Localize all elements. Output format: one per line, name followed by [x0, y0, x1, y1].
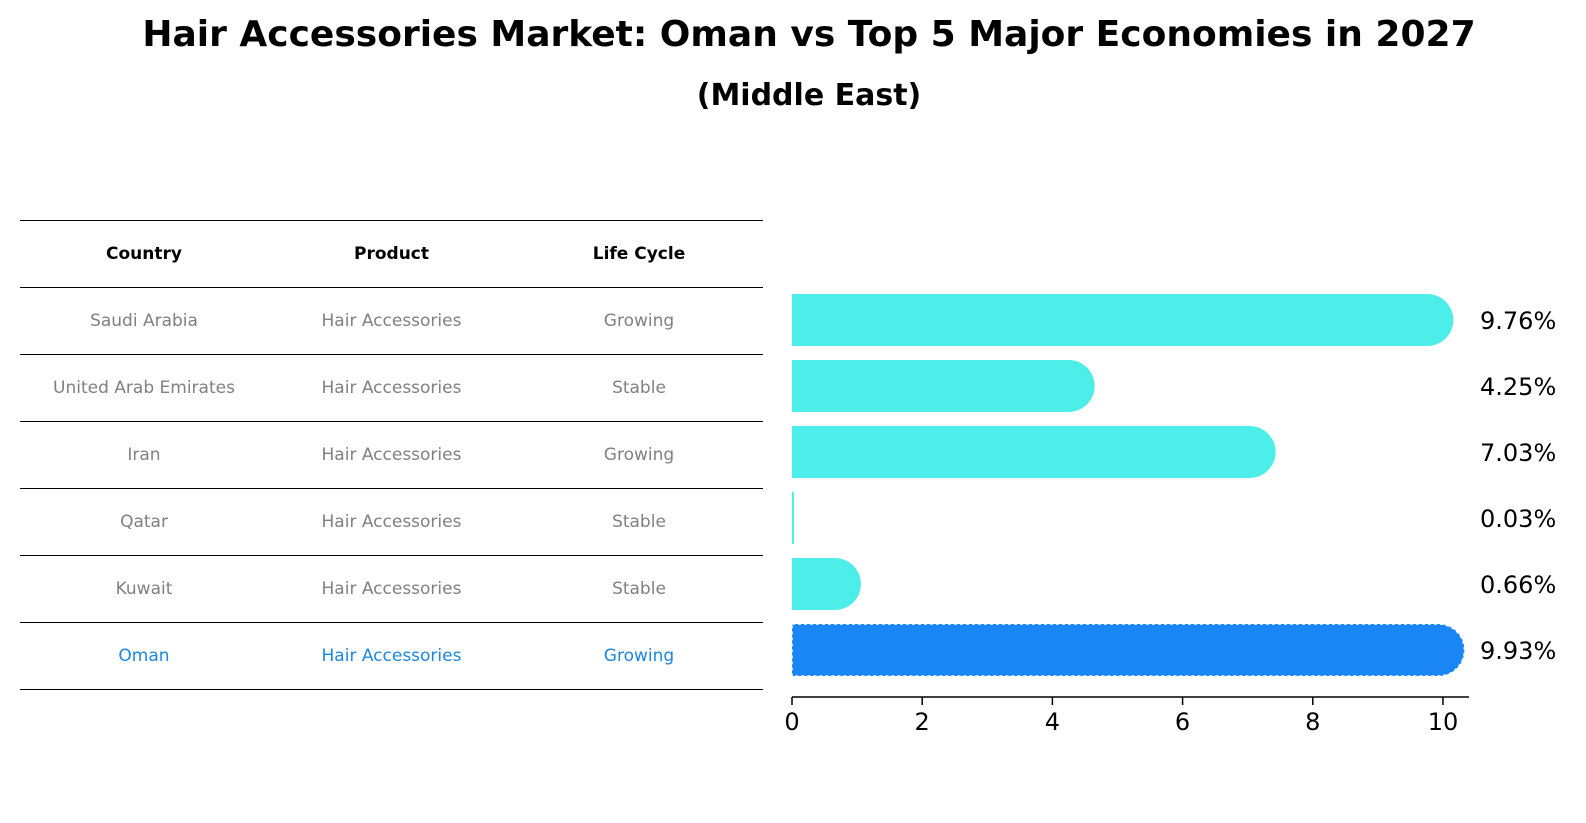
table-row: Saudi Arabia Hair Accessories Growing	[20, 287, 763, 354]
value-label: 7.03%	[1480, 439, 1556, 467]
life-cycle-cell: Stable	[612, 579, 666, 599]
bar-kuwait	[792, 558, 861, 610]
value-label: 0.66%	[1480, 571, 1556, 599]
product-cell: Hair Accessories	[321, 311, 462, 331]
life-cycle-cell: Growing	[603, 311, 675, 331]
value-label: 0.03%	[1480, 505, 1556, 533]
header-country: Country	[106, 244, 182, 264]
life-cycle-cell: Growing	[603, 445, 675, 465]
table-row: Iran Hair Accessories Growing	[20, 421, 763, 488]
value-label: 9.93%	[1480, 637, 1556, 665]
bar-saudi-arabia	[792, 294, 1454, 346]
header-life-cycle: Life Cycle	[592, 244, 686, 264]
chart-title: Hair Accessories Market: Oman vs Top 5 M…	[142, 14, 1476, 55]
data-table: Country Product Life Cycle Saudi Arabia …	[20, 220, 763, 690]
table-row: Kuwait Hair Accessories Stable	[20, 555, 763, 622]
country-cell: Kuwait	[115, 579, 173, 599]
bar-iran	[792, 426, 1276, 478]
table-row-highlighted: Oman Hair Accessories Growing	[20, 622, 763, 690]
life-cycle-cell: Stable	[612, 512, 666, 532]
country-cell: United Arab Emirates	[53, 378, 235, 398]
x-tick-label: 6	[1175, 708, 1190, 736]
table-row: United Arab Emirates Hair Accessories St…	[20, 354, 763, 421]
product-cell: Hair Accessories	[321, 445, 462, 465]
x-tick-label: 10	[1428, 708, 1459, 736]
bar-oman	[791, 623, 1466, 677]
product-cell: Hair Accessories	[321, 378, 462, 398]
x-tick-label: 4	[1045, 708, 1060, 736]
country-cell: Saudi Arabia	[90, 311, 198, 331]
life-cycle-cell: Growing	[603, 646, 675, 666]
x-tick-label: 2	[915, 708, 930, 736]
table-row: Qatar Hair Accessories Stable	[20, 488, 763, 555]
life-cycle-cell: Stable	[612, 378, 666, 398]
x-tick-label: 8	[1305, 708, 1320, 736]
product-cell: Hair Accessories	[321, 579, 462, 599]
value-label: 4.25%	[1480, 373, 1556, 401]
country-cell: Qatar	[120, 512, 168, 532]
country-cell: Iran	[127, 445, 161, 465]
country-cell: Oman	[118, 646, 170, 666]
bar-qatar	[792, 492, 794, 544]
product-cell: Hair Accessories	[321, 512, 462, 532]
value-label: 9.76%	[1480, 307, 1556, 335]
bar-united-arab-emirates	[792, 360, 1095, 412]
chart-subtitle: (Middle East)	[696, 78, 922, 113]
header-product: Product	[354, 244, 429, 264]
table-header-row: Country Product Life Cycle	[20, 220, 763, 287]
product-cell: Hair Accessories	[321, 646, 462, 666]
x-tick-label: 0	[784, 708, 799, 736]
